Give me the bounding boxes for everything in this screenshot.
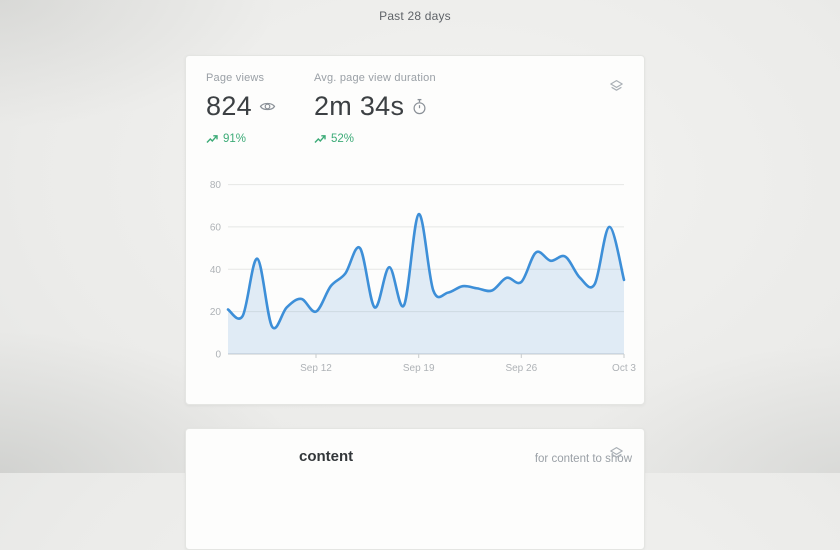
- x-tick-label: Sep 12: [300, 363, 332, 374]
- y-origin-label: 0: [215, 350, 221, 361]
- eye-icon: [259, 98, 276, 115]
- trend-value: 52%: [330, 133, 354, 145]
- area-fill: [228, 214, 624, 354]
- series-line: [226, 212, 626, 330]
- layers-icon[interactable]: [608, 78, 625, 95]
- page-views-area-chart: 20 40 60 80 0 Sep 12 Sep 19 Sep 26 Oct 3: [210, 180, 637, 374]
- y-tick-label: 80: [210, 180, 222, 191]
- y-tick-label: 60: [210, 222, 222, 233]
- y-tick-label: 40: [210, 265, 222, 276]
- x-tick-label: Sep 19: [403, 363, 435, 374]
- stat-value: 2m 34s: [313, 91, 405, 121]
- period-selector[interactable]: Past 28 days: [379, 9, 451, 23]
- trending-up-icon: [206, 134, 218, 144]
- content-card: content for content to show: [185, 428, 645, 550]
- stat-trend: 52%: [314, 133, 436, 145]
- stat-trend: 91%: [206, 133, 276, 145]
- stat-label: Page views: [206, 72, 265, 84]
- stat-page-views: Page views 824 91%: [206, 72, 276, 145]
- overview-card: Page views 824 91% Avg. page view durati…: [185, 55, 645, 405]
- content-card-heading: content: [299, 448, 354, 465]
- stats-row: Page views 824 91% Avg. page view durati…: [206, 72, 436, 145]
- stopwatch-icon: [411, 98, 428, 116]
- x-tick-label: Oct 3: [612, 363, 636, 374]
- stat-avg-duration: Avg. page view duration 2m 34s 52%: [314, 72, 436, 145]
- layers-icon[interactable]: [608, 445, 625, 462]
- y-tick-label: 20: [210, 307, 222, 318]
- x-tick-label: Sep 26: [505, 363, 537, 374]
- stat-label: Avg. page view duration: [313, 72, 436, 84]
- stat-value: 824: [206, 91, 252, 121]
- content-empty-note: for content to show: [534, 453, 632, 465]
- trending-up-icon: [314, 134, 326, 144]
- trend-value: 91%: [223, 133, 247, 145]
